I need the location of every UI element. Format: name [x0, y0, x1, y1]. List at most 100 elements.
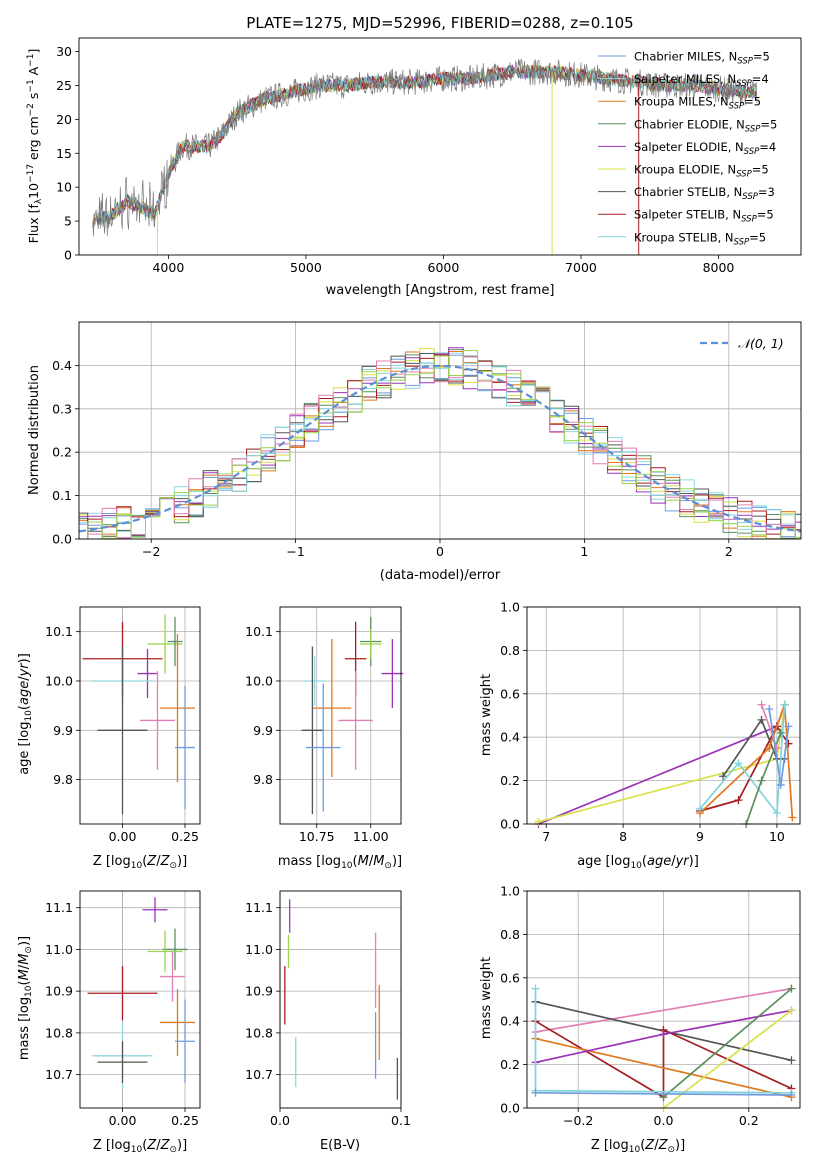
y-tick-label: 30	[56, 44, 72, 59]
x-tick-label: 9	[696, 829, 704, 844]
y-tick-label: 0.2	[500, 773, 520, 788]
mass-weight-vs-metallicity-plot: Z [log10(Z/Z⊙)] mass weight −0.2 0.0 0.2 0.…	[479, 884, 801, 1155]
weight-marker	[534, 817, 543, 826]
svg-text:mass [log10(M/M⊙)]: mass [log10(M/M⊙)]	[17, 936, 34, 1060]
x-tick-label: 0.0	[270, 1113, 290, 1128]
y-tick-label: 9.8	[253, 772, 273, 787]
x-tick-label: 1	[580, 544, 588, 559]
mass-vs-metallicity-plot: Z [log10(Z/Z⊙)] mass [log10(M/M⊙)] 0.00 0…	[17, 890, 201, 1155]
spectrum-lines	[92, 58, 758, 255]
y-tick-label: 0.8	[500, 927, 520, 942]
legend-label: Salpeter ELODIE, NSSP=4	[634, 140, 776, 157]
legend-label: Kroupa MILES, NSSP=5	[634, 95, 761, 112]
y-tick-label: 0.8	[500, 643, 520, 658]
weight-line-salpeter_elodie	[538, 704, 786, 825]
y-tick-label: 10.1	[45, 624, 73, 639]
weight-marker	[788, 813, 797, 822]
svg-text:mass [log10(M/M⊙)]: mass [log10(M/M⊙)]	[278, 854, 402, 871]
svg-text:age [log10(age/yr)]: age [log10(age/yr)]	[577, 854, 699, 871]
mass-z-xlabel: Z [log10(Z/Z⊙)]	[93, 1138, 187, 1155]
spectrum-legend: Chabrier MILES, NSSP=5 Salpeter MILES, NS…	[598, 50, 777, 247]
mass_weight_vs_age-frame	[526, 606, 801, 825]
weight-line-kroupa_miles	[535, 1037, 792, 1099]
x-tick-label: −0.2	[563, 1113, 593, 1128]
y-tick-label: 0.0	[500, 1101, 520, 1116]
y-tick-label: 0.6	[500, 686, 520, 701]
legend-label: Kroupa STELIB, NSSP=5	[634, 230, 766, 247]
legend-label: Kroupa ELODIE, NSSP=5	[634, 163, 769, 180]
y-tick-label: 5	[64, 214, 72, 229]
mass-z-ylabel: mass [log10(M/M⊙)]	[17, 936, 34, 1060]
age-z-ylabel: age [log10(age/yr)]	[17, 653, 34, 775]
x-tick-label: −2	[142, 544, 160, 559]
y-tick-label: 9.9	[53, 723, 73, 738]
legend-label: Chabrier STELIB, NSSP=3	[634, 185, 775, 202]
spectrum-xlabel: wavelength [Angstrom, rest frame]	[326, 283, 555, 298]
weight-marker	[784, 722, 793, 731]
x-tick-label: 2	[725, 544, 733, 559]
weight-marker	[765, 744, 774, 753]
mw-age-xlabel: age [log10(age/yr)]	[577, 854, 699, 871]
mw-z-xlabel: Z [log10(Z/Z⊙)]	[591, 1138, 685, 1155]
weight-marker	[772, 809, 781, 818]
weight-marker	[719, 772, 728, 781]
weight-marker	[757, 776, 766, 785]
spectrum-ylabel: Flux [fλ10−17 erg cm−2 s−1 A−1]	[26, 49, 44, 244]
weight-marker	[787, 1006, 796, 1015]
y-tick-label: 10.9	[45, 984, 73, 999]
mass_weight_vs_z-frame	[526, 890, 801, 1109]
y-tick-label: 10.1	[245, 624, 273, 639]
y-tick-label: 0.3	[52, 401, 72, 416]
mass-vs-ebv-plot: E(B-V) 0.0 0.1 10.7 10.8 10.9 11.0 11.1	[245, 890, 411, 1153]
legend-label: Chabrier ELODIE, NSSP=5	[634, 117, 777, 134]
weight-marker	[776, 780, 785, 789]
residual-histogram: (data-model)/error Normed distribution −…	[27, 321, 802, 583]
y-tick-label: 10.9	[245, 984, 273, 999]
legend-label: Chabrier MILES, NSSP=5	[634, 50, 770, 67]
y-tick-label: 0.6	[500, 970, 520, 985]
svg-text:Flux [fλ10−17 erg cm−2 s−1 A−1: Flux [fλ10−17 erg cm−2 s−1 A−1]	[26, 49, 44, 244]
legend-label: Salpeter STELIB, NSSP=5	[634, 208, 774, 225]
age-z-xlabel: Z [log10(Z/Z⊙)]	[93, 854, 187, 871]
residual-xlabel: (data-model)/error	[380, 568, 501, 583]
weight-marker	[757, 700, 766, 709]
y-tick-label: 11.1	[245, 900, 273, 915]
svg-text:Z [log10(Z/Z⊙)]: Z [log10(Z/Z⊙)]	[93, 854, 187, 871]
spectrum-frame	[78, 37, 802, 256]
age-vs-metallicity-plot: Z [log10(Z/Z⊙)] age [log10(age/yr)] 0.00…	[17, 606, 201, 871]
age_vs_mass-frame	[279, 606, 402, 825]
y-tick-label: 9.9	[253, 723, 273, 738]
y-tick-label: 10.0	[245, 673, 273, 688]
weight-marker	[787, 1090, 796, 1099]
mw-age-ylabel: mass weight	[479, 674, 494, 756]
y-tick-label: 0.4	[500, 1014, 520, 1029]
y-tick-label: 10.8	[245, 1025, 273, 1040]
age_vs_z-frame	[79, 606, 201, 825]
y-tick-label: 25	[56, 78, 72, 93]
x-tick-label: 0.1	[391, 1113, 411, 1128]
y-tick-label: 15	[56, 146, 72, 161]
x-tick-label: −1	[286, 544, 304, 559]
x-tick-label: 8	[619, 829, 627, 844]
weight-marker	[757, 715, 766, 724]
age-mass-xlabel: mass [log10(M/M⊙)]	[278, 854, 402, 871]
residual-histogram-salpeter_stelib	[79, 354, 801, 539]
mass-ebv-xlabel: E(B-V)	[320, 1138, 360, 1153]
x-tick-label: 4000	[152, 260, 184, 275]
weight-line-kroupa_miles	[699, 704, 794, 818]
weight-line-chabrier_elodie	[662, 987, 793, 1098]
mass-weight-vs-age-plot: age [log10(age/yr)] mass weight 7 8 9 10 0.0…	[479, 600, 801, 871]
weight-marker	[765, 704, 774, 713]
x-tick-label: 11.00	[353, 829, 389, 844]
weight-marker	[776, 728, 785, 737]
y-tick-label: 10.0	[45, 673, 73, 688]
age-vs-mass-plot: mass [log10(M/M⊙)] 10.75 11.00 9.8 9.9 10.0 1…	[245, 606, 404, 871]
weight-marker	[531, 1088, 540, 1097]
legend-label: Salpeter MILES, NSSP=4	[634, 72, 769, 89]
y-tick-label: 10.7	[245, 1067, 273, 1082]
mass_vs_z-frame	[79, 890, 201, 1109]
residual-histogram-kroupa_stelib	[79, 362, 801, 539]
residual-ylabel: Normed distribution	[27, 365, 42, 495]
y-tick-label: 10.7	[45, 1067, 73, 1082]
x-tick-label: 0.00	[109, 1113, 137, 1128]
